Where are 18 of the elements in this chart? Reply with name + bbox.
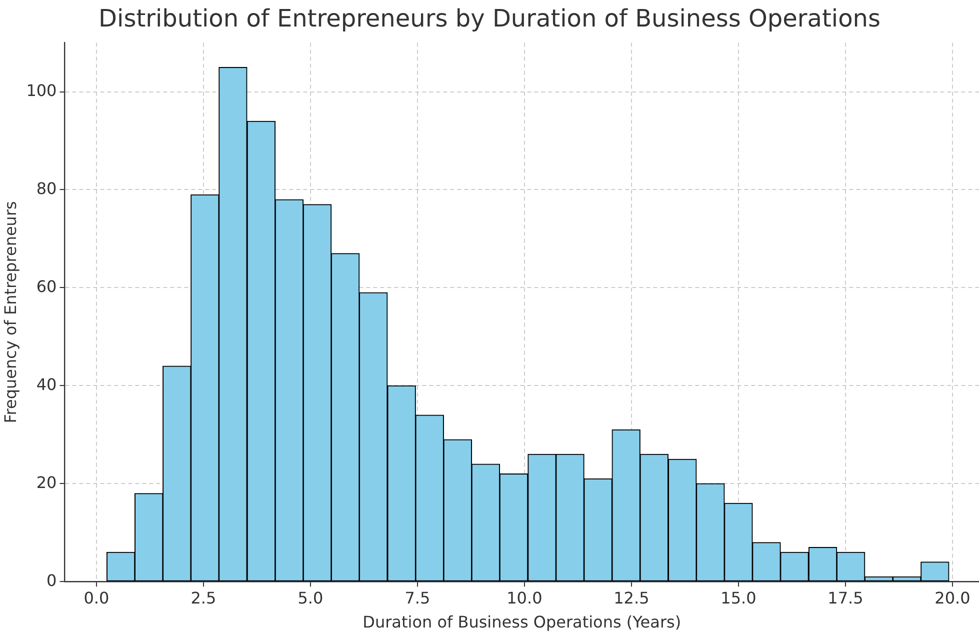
y-axis-title: Frequency of Entrepreneurs [0,201,20,424]
x-tick-label: 0.0 [84,588,110,608]
x-tick-label: 7.5 [404,588,430,608]
x-axis-title: Duration of Business Operations (Years) [362,612,682,632]
y-tick-label: 20 [36,472,57,492]
x-tick-label: 20.0 [934,588,970,608]
x-tick-label: 15.0 [720,588,756,608]
x-tick-label: 5.0 [298,588,324,608]
x-tick-label: 17.5 [828,588,864,608]
y-tick-label: 80 [36,178,57,198]
x-tick-label: 10.0 [506,588,542,608]
y-tick-label: 40 [36,374,57,394]
x-tick-label: 2.5 [190,588,216,608]
chart-title: Distribution of Entrepreneurs by Duration of Business Operations [98,4,880,33]
y-tick-label: 100 [26,80,57,100]
x-tick-label: 12.5 [614,588,650,608]
y-tick-label: 0 [46,570,57,590]
y-tick-label: 60 [36,276,57,296]
